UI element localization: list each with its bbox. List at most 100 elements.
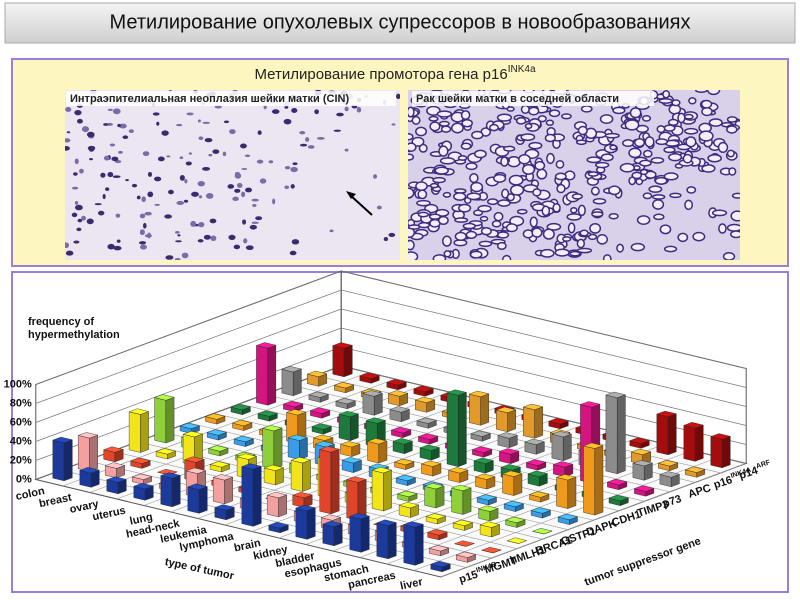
nucleus — [271, 109, 280, 114]
floor-grid — [315, 375, 721, 474]
bar-side — [567, 476, 577, 509]
bar-top — [182, 430, 204, 438]
nucleus — [165, 255, 174, 260]
bar — [403, 521, 424, 566]
nucleus — [244, 154, 251, 158]
cell — [730, 230, 740, 239]
bar-side — [458, 392, 467, 467]
nucleus — [291, 239, 300, 245]
cell — [600, 153, 614, 162]
nucleus — [66, 131, 71, 134]
bar-side — [378, 440, 388, 464]
bar-top — [236, 453, 258, 460]
bar-front — [502, 473, 514, 496]
bar-top — [212, 474, 234, 481]
bar-front — [367, 441, 379, 464]
cell — [465, 230, 478, 240]
cell — [516, 208, 528, 215]
cell — [461, 118, 473, 128]
bar-top — [285, 409, 307, 416]
nucleus — [316, 136, 325, 140]
cell — [503, 145, 516, 152]
cell — [531, 227, 543, 238]
cell — [677, 232, 689, 243]
bar-side — [387, 522, 397, 560]
cell — [408, 224, 421, 230]
bar-front — [128, 411, 141, 453]
cell — [546, 152, 555, 165]
bar-top — [179, 422, 201, 430]
bar — [684, 466, 706, 478]
cell — [684, 199, 694, 211]
nucleus — [252, 204, 257, 207]
bar — [632, 460, 654, 481]
bar — [231, 419, 253, 431]
grid-line — [35, 270, 747, 385]
bar — [474, 473, 496, 490]
bar-top — [555, 474, 577, 481]
nucleus — [395, 93, 400, 100]
nucleus — [241, 191, 246, 198]
bar-side — [224, 476, 233, 505]
bar-side — [480, 393, 489, 426]
bar — [130, 457, 151, 469]
nucleus — [115, 213, 121, 218]
nucleus — [65, 250, 74, 256]
bar — [133, 482, 154, 501]
bar-top — [131, 473, 153, 480]
bar-top — [477, 505, 499, 512]
bar — [319, 446, 340, 515]
bar — [548, 418, 569, 430]
bar — [281, 366, 303, 397]
bar-top — [266, 491, 288, 499]
cell — [417, 221, 431, 229]
cell — [726, 116, 738, 123]
nucleus — [71, 186, 79, 190]
cell — [592, 197, 607, 205]
bar — [525, 459, 547, 471]
nucleus — [157, 156, 165, 162]
cell — [529, 216, 538, 228]
bar — [79, 467, 100, 488]
nucleus — [376, 205, 382, 210]
bar-top — [416, 417, 438, 424]
grid-line — [35, 308, 747, 423]
bar-top — [427, 529, 448, 536]
cell — [554, 172, 567, 181]
nucleus — [142, 151, 150, 157]
bar-top — [133, 482, 154, 490]
bar — [629, 437, 650, 449]
bar-top — [430, 561, 451, 568]
nucleus — [198, 222, 205, 228]
bar-side — [267, 344, 277, 406]
cell — [608, 185, 621, 196]
bar-top — [362, 390, 384, 397]
nucleus — [202, 121, 210, 124]
nucleus — [119, 123, 127, 129]
nucleus — [65, 138, 71, 143]
bar-top — [184, 456, 205, 463]
bar-front — [469, 393, 481, 426]
nucleus — [251, 198, 259, 202]
nucleus — [111, 156, 119, 162]
cell — [656, 125, 666, 134]
cell — [429, 182, 439, 189]
bar — [477, 505, 499, 522]
bar — [468, 390, 490, 426]
nucleus — [232, 196, 239, 202]
cell — [730, 210, 740, 222]
bar-top — [501, 470, 523, 477]
bar — [427, 529, 448, 541]
bar — [683, 422, 704, 462]
bar-top — [306, 370, 328, 378]
bar-front — [583, 445, 595, 516]
cell — [418, 143, 428, 153]
bar-top — [241, 463, 262, 470]
arrow-head — [346, 191, 356, 199]
nucleus — [299, 130, 306, 135]
nucleus — [139, 213, 146, 219]
cell — [616, 243, 624, 253]
bar — [501, 470, 523, 496]
bar-top — [281, 366, 303, 373]
